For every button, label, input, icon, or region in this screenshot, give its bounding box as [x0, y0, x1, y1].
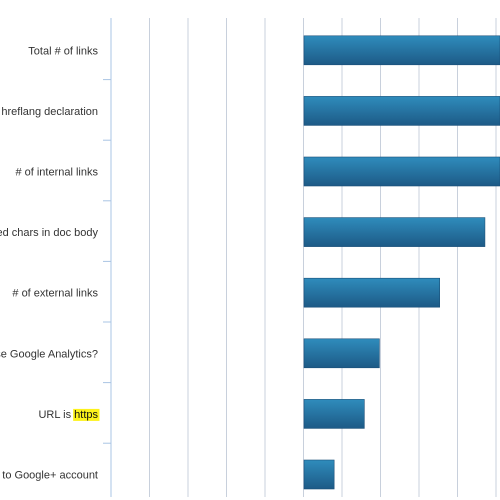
- category-labels: Total # of links as hreflang declaration #…: [0, 45, 100, 482]
- bar-3[interactable]: [303, 217, 486, 247]
- bars: [303, 35, 500, 490]
- bar-1[interactable]: [303, 96, 500, 126]
- bar-6[interactable]: [303, 399, 365, 429]
- bar-5[interactable]: [303, 338, 380, 369]
- bar-0[interactable]: [303, 35, 500, 66]
- highlight-marker: [73, 408, 100, 421]
- bar-7[interactable]: [303, 459, 335, 490]
- category-label-7: nk to Google+ account: [0, 470, 98, 482]
- category-label-4: # of external links: [12, 288, 98, 300]
- bar-4[interactable]: [303, 277, 440, 308]
- category-label-1: as hreflang declaration: [0, 106, 98, 118]
- category-label-2: # of internal links: [15, 167, 98, 179]
- category-label-5: use Google Analytics?: [0, 348, 98, 360]
- category-label-0: Total # of links: [28, 45, 98, 57]
- bar-2[interactable]: [303, 156, 500, 187]
- category-label-6: URL is https: [38, 409, 98, 421]
- category-axis: [103, 18, 112, 497]
- category-label-3: ped chars in doc body: [0, 227, 98, 239]
